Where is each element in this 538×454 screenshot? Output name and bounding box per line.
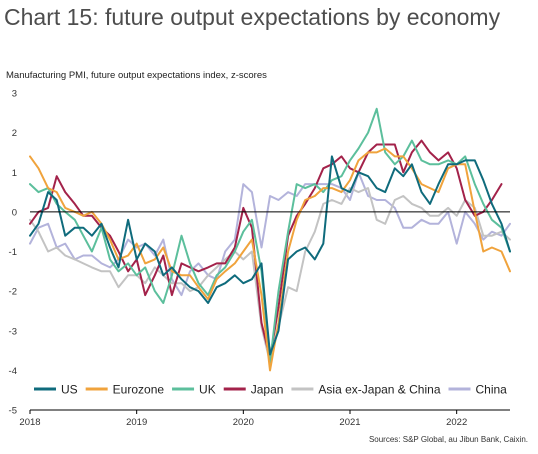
- x-tick-label: 2020: [233, 417, 254, 428]
- source-note: Sources: S&P Global, au Jibun Bank, Caix…: [368, 435, 528, 444]
- y-tick-label: -4: [9, 366, 17, 377]
- x-tick-label: 2018: [19, 417, 40, 428]
- chart-subtitle: Manufacturing PMI, future output expecta…: [6, 70, 267, 81]
- y-tick-label: -5: [9, 406, 17, 417]
- series-line-us: [29, 155, 511, 356]
- legend-label-asia-ex-japan-china: Asia ex-Japan & China: [318, 383, 440, 397]
- legend-label-japan: Japan: [251, 383, 284, 397]
- chart-title: Chart 15: future output expectations by …: [4, 4, 501, 30]
- y-tick-label: 3: [12, 89, 17, 100]
- x-tick-label: 2019: [126, 417, 147, 428]
- legend-label-china: China: [476, 383, 508, 397]
- series-line-eurozone: [29, 147, 511, 372]
- y-tick-label: -3: [9, 326, 17, 337]
- y-tick-label: 0: [12, 207, 17, 218]
- series-line-asia-ex-japan-china: [29, 187, 511, 364]
- x-tick-label: 2022: [446, 417, 467, 428]
- y-tick-label: -1: [9, 247, 17, 258]
- legend-label-uk: UK: [199, 383, 216, 397]
- y-tick-label: 1: [12, 168, 17, 179]
- legend-label-eurozone: Eurozone: [113, 383, 165, 397]
- series-line-uk: [29, 107, 511, 364]
- legend-label-us: US: [61, 383, 78, 397]
- y-tick-label: -2: [9, 287, 17, 298]
- y-tick-label: 2: [12, 128, 17, 139]
- series-line-china: [29, 171, 511, 297]
- x-tick-label: 2021: [339, 417, 360, 428]
